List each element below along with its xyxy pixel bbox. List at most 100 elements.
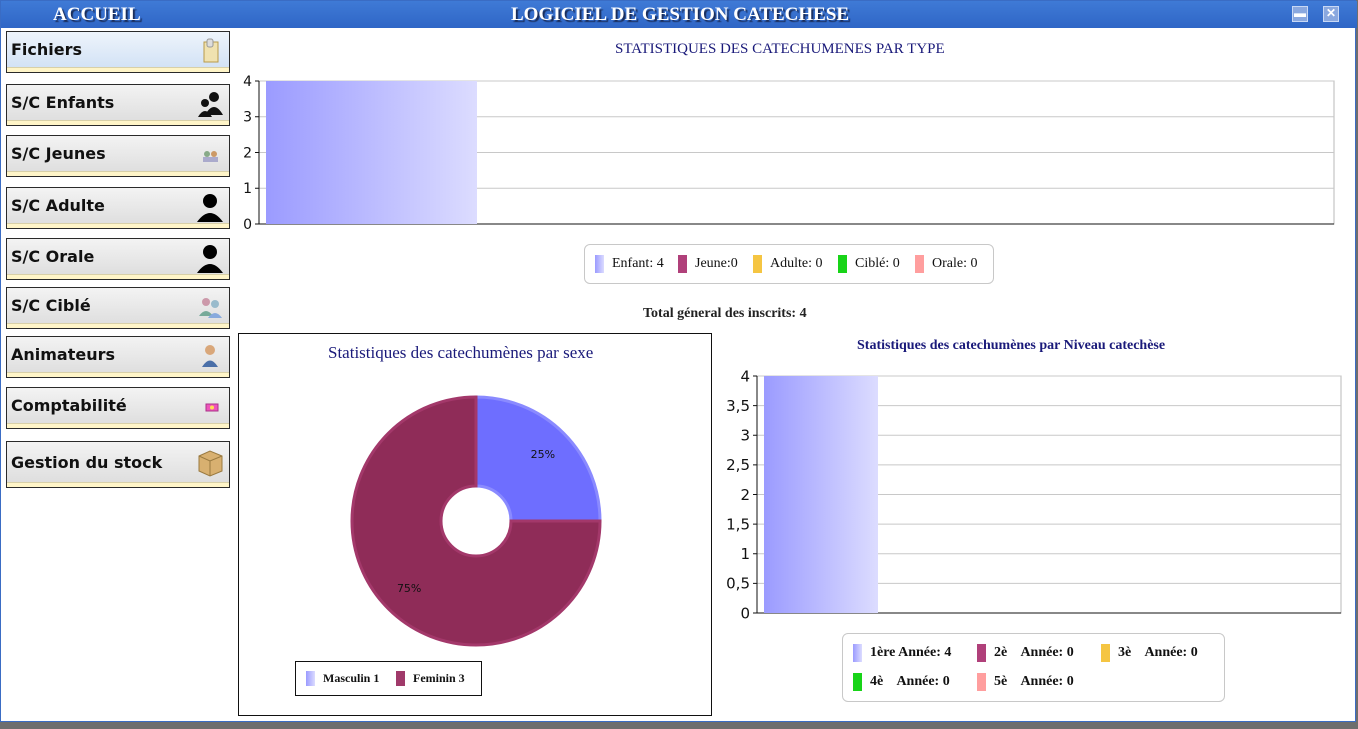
y-tick-label: 4 xyxy=(740,367,750,385)
legend-item: 2è Année: 0 xyxy=(977,644,1074,662)
legend-swatch xyxy=(396,670,405,686)
chart-niveau-title: Statistiques des catechumènes par Niveau… xyxy=(857,338,1166,353)
y-tick-label: 0 xyxy=(740,604,750,622)
legend-swatch xyxy=(977,673,986,691)
y-tick-label: 1 xyxy=(740,545,750,563)
nav-label: Animateurs xyxy=(11,345,116,364)
nav-jeunes-button[interactable]: S/C Jeunes xyxy=(6,135,230,177)
bar-1-re-ann-e xyxy=(764,376,878,613)
y-tick-label: 2 xyxy=(243,145,252,161)
legend-swatch xyxy=(753,255,762,273)
box-icon xyxy=(198,450,223,477)
chart-type-title: STATISTIQUES DES CATECHUMENES PAR TYPE xyxy=(615,41,945,57)
legend-text: Adulte: 0 xyxy=(770,256,823,271)
total-inscrits-label: Total géneral des inscrits: 4 xyxy=(643,306,807,321)
chart-sexe-legend: Masculin 1 Feminin 3 xyxy=(295,661,482,696)
donut-slice-feminin xyxy=(350,395,602,647)
legend-item: Ciblé: 0 xyxy=(838,255,900,273)
legend-item: 5è Année: 0 xyxy=(977,673,1074,691)
adult-person-icon xyxy=(197,194,223,222)
y-tick-label: 3 xyxy=(243,110,252,126)
legend-swatch xyxy=(853,673,862,691)
legend-text: 1ère Année: 4 xyxy=(870,645,952,660)
folder-icon xyxy=(203,38,219,63)
chart-sexe-title: Statistiques des catechumènes par sexe xyxy=(328,343,594,362)
nav-label: Comptabilité xyxy=(11,396,127,415)
legend-swatch xyxy=(853,644,862,662)
legend-item: Jeune:0 xyxy=(678,255,738,273)
legend-item: 1ère Année: 4 xyxy=(853,644,951,662)
youth-icon xyxy=(203,151,218,162)
legend-item: 3è Année: 0 xyxy=(1101,644,1198,662)
person-silhouette-icon xyxy=(197,245,223,273)
legend-text: Enfant: 4 xyxy=(612,256,664,271)
legend-swatch xyxy=(915,255,924,273)
money-icon xyxy=(205,403,219,412)
animator-person-icon xyxy=(202,345,218,367)
nav-label: Gestion du stock xyxy=(11,453,163,472)
nav-orale-button[interactable]: S/C Orale xyxy=(6,238,230,280)
chart-niveau-legend: 1ère Année: 4 2è Année: 0 3è Année: 0 4è… xyxy=(842,633,1225,702)
legend-text: Orale: 0 xyxy=(932,256,978,271)
nav-label: S/C Orale xyxy=(11,247,95,266)
close-button[interactable]: ✕ xyxy=(1323,6,1339,22)
legend-text: Masculin 1 xyxy=(323,670,380,685)
legend-swatch xyxy=(595,255,604,273)
y-tick-label: 0,5 xyxy=(726,575,750,593)
chart-sexe-panel xyxy=(238,333,712,716)
nav-stock-button[interactable]: Gestion du stock xyxy=(6,441,230,488)
legend-swatch xyxy=(678,255,687,273)
legend-text: 4è Année: 0 xyxy=(870,674,950,689)
y-tick-label: 4 xyxy=(243,74,252,90)
legend-text: Feminin 3 xyxy=(413,670,465,685)
legend-text: Jeune:0 xyxy=(695,256,738,271)
nav-cible-button[interactable]: S/C Ciblé xyxy=(6,287,230,329)
legend-swatch xyxy=(1101,644,1110,662)
window-title: LOGICIEL DE GESTION CATECHESE xyxy=(511,4,850,25)
y-tick-label: 0 xyxy=(243,217,252,233)
nav-label: S/C Enfants xyxy=(11,93,115,112)
y-tick-label: 3,5 xyxy=(726,397,750,415)
legend-text: 2è Année: 0 xyxy=(994,645,1074,660)
nav-fichiers-button[interactable]: Fichiers xyxy=(6,31,230,73)
y-tick-label: 2 xyxy=(740,486,750,504)
legend-text: 5è Année: 0 xyxy=(994,674,1074,689)
bar-enfant xyxy=(266,81,477,224)
slice-label: 75% xyxy=(397,582,421,595)
donut-slice-masculin xyxy=(474,395,602,523)
y-tick-label: 1 xyxy=(243,181,252,197)
nav-comptabilite-button[interactable]: Comptabilité xyxy=(6,387,230,429)
chart-type-plot: 0 1 2 3 4 xyxy=(243,74,1335,233)
legend-swatch xyxy=(838,255,847,273)
children-icon xyxy=(198,92,223,117)
legend-text: Ciblé: 0 xyxy=(855,256,900,271)
nav-label: S/C Jeunes xyxy=(11,144,106,163)
legend-item: Feminin 3 xyxy=(396,670,465,686)
legend-item: 4è Année: 0 xyxy=(853,673,950,691)
minimize-button[interactable]: ▬ xyxy=(1292,6,1308,22)
legend-item: Masculin 1 xyxy=(306,670,379,686)
legend-swatch xyxy=(977,644,986,662)
title-bar: ACCUEIL LOGICIEL DE GESTION CATECHESE ▬ … xyxy=(1,1,1357,28)
nav-adulte-button[interactable]: S/C Adulte xyxy=(6,187,230,229)
home-label[interactable]: ACCUEIL xyxy=(53,4,141,25)
nav-label: Fichiers xyxy=(11,40,83,59)
nav-label: S/C Ciblé xyxy=(11,296,91,315)
legend-item: Orale: 0 xyxy=(915,255,977,273)
nav-animateurs-button[interactable]: Animateurs xyxy=(6,336,230,378)
nav-enfants-button[interactable]: S/C Enfants xyxy=(6,84,230,126)
legend-swatch xyxy=(306,670,315,686)
slice-label: 25% xyxy=(531,448,555,461)
y-tick-label: 2,5 xyxy=(726,456,750,474)
y-tick-label: 3 xyxy=(740,427,750,445)
chart-type-legend: Enfant: 4 Jeune:0 Adulte: 0 Ciblé: 0 Ora… xyxy=(584,244,994,284)
y-tick-label: 1,5 xyxy=(726,515,750,533)
legend-item: Enfant: 4 xyxy=(595,255,664,273)
legend-item: Adulte: 0 xyxy=(753,255,823,273)
group-icon xyxy=(199,298,222,318)
nav-label: S/C Adulte xyxy=(11,196,105,215)
legend-text: 3è Année: 0 xyxy=(1118,645,1198,660)
